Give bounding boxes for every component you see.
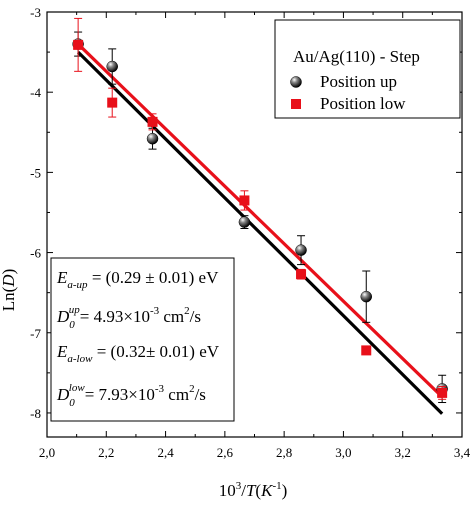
axis-ticks: 2,0 2,2 2,4 2,6 2,8 3,0 3,2 3,4 -3 -4 -5 -6 -7 -8: [30, 5, 470, 460]
y-tick-label: -3: [30, 5, 41, 20]
x-tick-label: 2,8: [276, 445, 292, 460]
fit-line-low: [77, 42, 444, 399]
legend-label-low: Position low: [320, 94, 406, 113]
point-low: [147, 116, 158, 127]
y-axis-title: Ln(D): [0, 269, 18, 312]
y-tick-label: -6: [30, 246, 41, 261]
y-tick-label: -4: [30, 85, 41, 100]
point-low: [296, 269, 307, 280]
point-low: [73, 39, 84, 50]
fit-lines: [76, 42, 444, 415]
x-tick-label: 2,4: [157, 445, 174, 460]
point-low: [239, 195, 250, 206]
legend-title: Au/Ag(110) - Step: [293, 47, 420, 66]
equation-box: Ea-up = (0.29 ± 0.01) eV D0up= 4.93×10-3…: [50, 257, 235, 422]
ea-low-equation: Ea-low = (0.32± 0.01) eV: [56, 342, 220, 365]
legend-label-up: Position up: [320, 72, 397, 91]
point-up: [360, 290, 373, 303]
point-low: [361, 345, 372, 356]
point-up: [295, 244, 307, 256]
point-low: [437, 387, 448, 398]
y-tick-label: -7: [30, 326, 41, 341]
d0-low-equation: D0low= 7.93×10-3 cm2/s: [56, 382, 206, 409]
point-up: [106, 60, 118, 73]
legend-marker-up: [290, 76, 302, 88]
x-tick-label: 3,2: [395, 445, 411, 460]
legend-box: [274, 19, 461, 119]
legend: Au/Ag(110) - Step Position up Position l…: [274, 19, 461, 119]
d0-up-equation: D0up= 4.93×10-3 cm2/s: [56, 304, 201, 331]
point-low: [107, 97, 118, 108]
x-tick-label: 2,0: [39, 445, 55, 460]
point-up: [238, 216, 251, 228]
fit-line-up: [76, 50, 444, 415]
equation-frame: [50, 257, 235, 422]
x-tick-label: 2,6: [217, 445, 234, 460]
x-tick-label: 3,0: [335, 445, 351, 460]
x-tick-label: 3,4: [454, 445, 471, 460]
y-tick-label: -5: [30, 165, 41, 180]
data-marks: [72, 17, 448, 404]
point-up: [146, 132, 159, 145]
x-axis-title: 103/T(K-1): [219, 480, 288, 500]
legend-marker-low: [291, 99, 301, 109]
ea-up-equation: Ea-up = (0.29 ± 0.01) eV: [56, 268, 219, 291]
y-tick-label: -8: [30, 406, 41, 421]
x-tick-label: 2,2: [98, 445, 114, 460]
